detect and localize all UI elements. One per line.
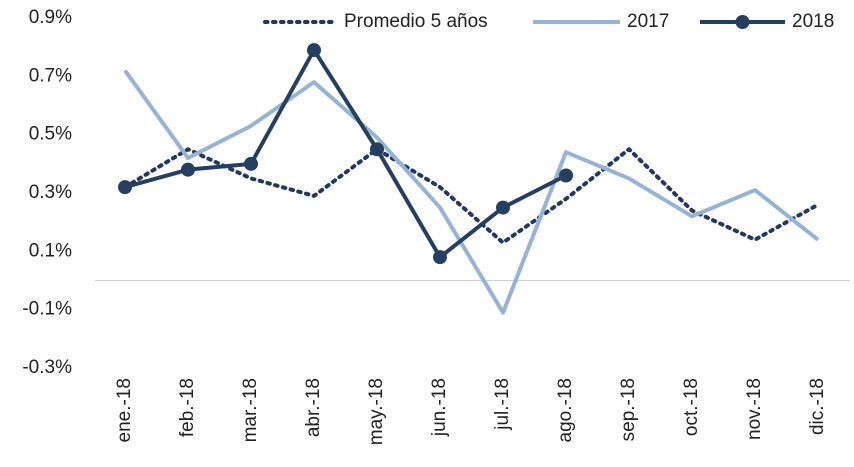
point-marker (307, 43, 321, 58)
x-tick-label: abr.-18 (303, 378, 324, 437)
x-tick-label: ago.-18 (555, 378, 576, 442)
y-tick-label: 0.7% (29, 65, 72, 86)
x-tick-label: may.-18 (366, 378, 387, 445)
series-line (123, 69, 820, 315)
point-marker (118, 180, 132, 195)
point-marker (370, 142, 384, 157)
point-marker (181, 162, 195, 177)
x-tick-label: oct.-18 (681, 378, 702, 436)
legend-label: 2018 (792, 11, 834, 32)
point-marker (433, 250, 447, 265)
y-tick-label: 0.1% (29, 240, 72, 261)
x-tick-label: jun.-18 (429, 378, 450, 437)
point-marker (244, 156, 258, 171)
y-tick-label: 0.9% (29, 7, 72, 28)
legend-label: Promedio 5 años (344, 11, 488, 32)
point-marker (559, 168, 573, 183)
x-tick-label: nov.-18 (744, 378, 765, 440)
y-tick-label: 0.5% (29, 124, 72, 145)
point-marker (496, 200, 510, 215)
series-line (123, 147, 820, 245)
legend-label: 2017 (627, 11, 669, 32)
y-tick-label: -0.3% (22, 357, 72, 378)
y-tick-label: 0.3% (29, 182, 72, 203)
x-tick-label: mar.-18 (240, 378, 261, 442)
x-tick-label: dic.-18 (807, 378, 828, 435)
series-line (124, 48, 567, 260)
legend-marker (735, 15, 750, 29)
x-tick-label: ene.-18 (114, 378, 135, 442)
x-tick-label: feb.-18 (177, 378, 198, 437)
x-tick-label: jul.-18 (492, 378, 513, 431)
y-tick-label: -0.1% (22, 299, 72, 320)
x-tick-label: sep.-18 (618, 378, 639, 441)
